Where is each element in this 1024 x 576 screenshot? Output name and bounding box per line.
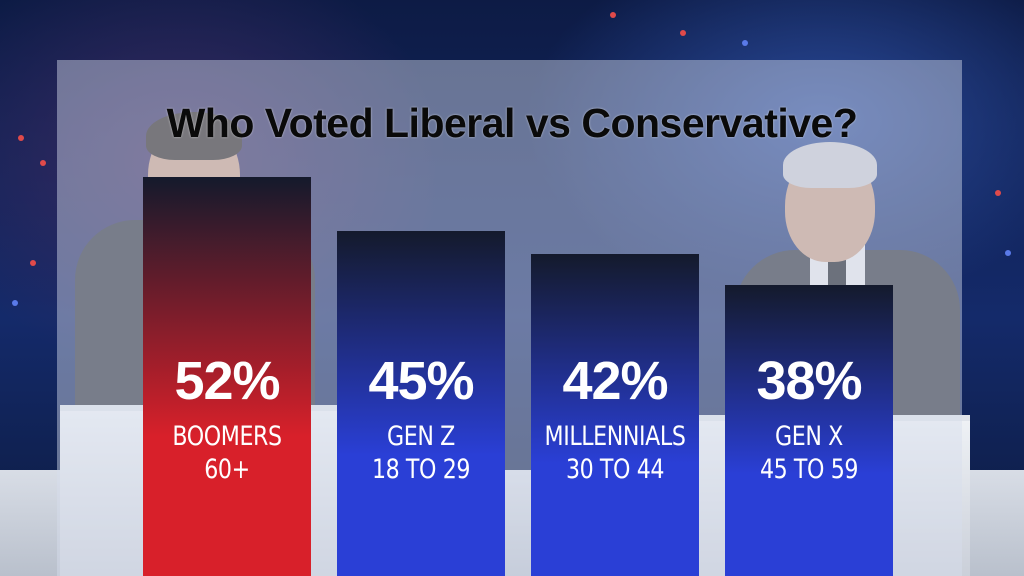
age-range: 30 TO 44 [565, 454, 665, 485]
data-label: 38% [756, 351, 862, 411]
category-label: GEN X 45 TO 59 [724, 420, 895, 486]
category-name: GEN Z [387, 421, 455, 452]
light-dot [1005, 250, 1011, 256]
category-name: MILLENNIALS [544, 421, 686, 452]
category-name: BOOMERS [172, 421, 282, 452]
data-label: 45% [368, 351, 474, 411]
bar-gen-z [337, 231, 505, 576]
light-dot [18, 135, 24, 141]
bar-millennials [531, 254, 699, 576]
light-dot [40, 160, 46, 166]
right-speaker-hair [783, 142, 877, 188]
light-dot [995, 190, 1001, 196]
data-label: 42% [562, 351, 668, 411]
age-range: 18 TO 29 [371, 454, 471, 485]
light-dot [680, 30, 686, 36]
category-label: MILLENNIALS 30 TO 44 [530, 420, 701, 486]
bar-boomers [143, 177, 311, 576]
light-dot [12, 300, 18, 306]
bar-gen-x [725, 284, 893, 576]
left-speaker-hair [146, 112, 242, 160]
category-label: BOOMERS 60+ [142, 420, 313, 486]
light-dot [610, 12, 616, 18]
chart-title: Who Voted Liberal vs Conservative? [166, 100, 858, 146]
category-name: GEN X [775, 421, 843, 452]
light-dot [30, 260, 36, 266]
light-dot [742, 40, 748, 46]
age-range: 45 TO 59 [759, 454, 859, 485]
category-label: GEN Z 18 TO 29 [336, 420, 507, 486]
age-range: 60+ [204, 454, 250, 485]
data-label: 52% [174, 351, 280, 411]
